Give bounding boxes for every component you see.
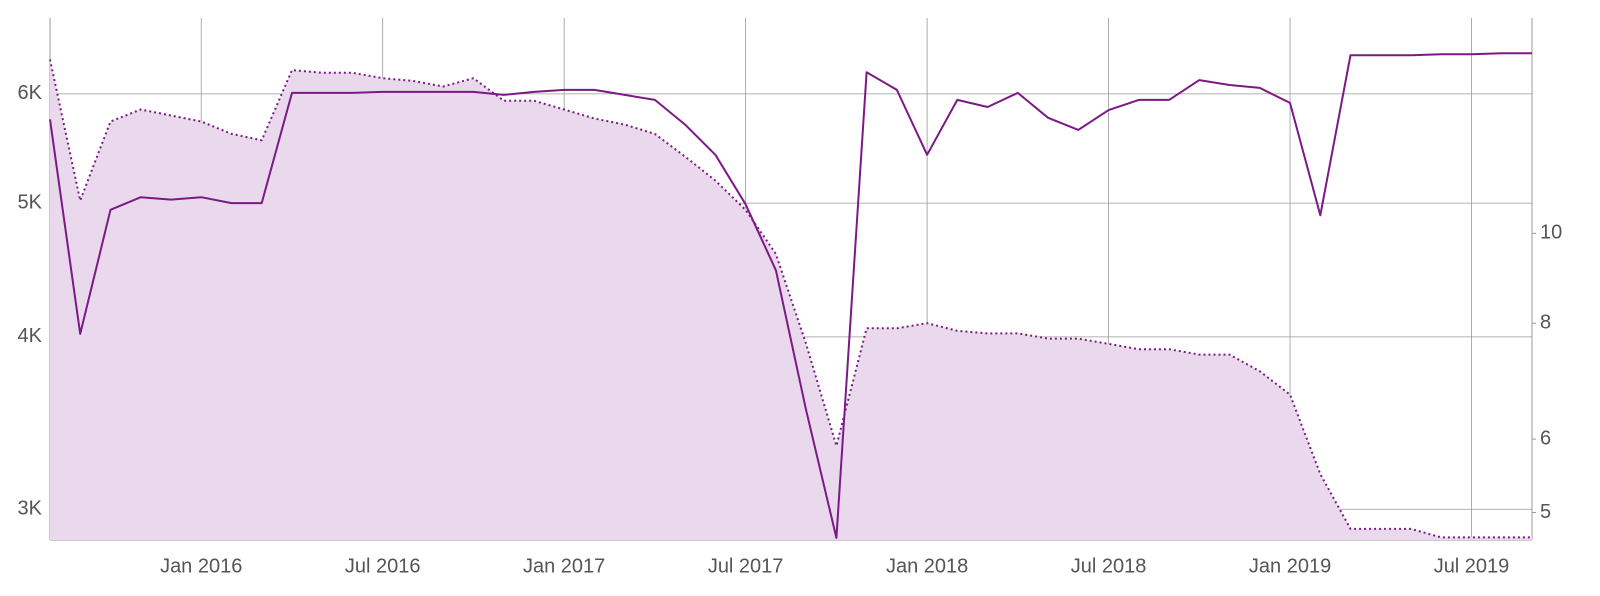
x-tick-label: Jan 2016 [160, 555, 242, 577]
x-tick-label: Jul 2016 [345, 555, 421, 577]
y2-tick-label: 10 [1540, 222, 1562, 244]
y-tick-label: 6K [18, 82, 43, 104]
x-tick-label: Jul 2019 [1434, 555, 1510, 577]
x-tick-label: Jul 2017 [708, 555, 784, 577]
x-tick-label: Jul 2018 [1071, 555, 1147, 577]
y-tick-label: 4K [18, 325, 43, 347]
y2-tick-label: 8 [1540, 312, 1551, 334]
x-tick-label: Jan 2019 [1249, 555, 1331, 577]
y-tick-label: 5K [18, 191, 43, 213]
y-tick-label: 3K [18, 498, 43, 520]
x-tick-label: Jan 2017 [523, 555, 605, 577]
line [49, 52, 1532, 539]
y2-tick-label: 6 [1540, 427, 1551, 449]
x-tick-label: Jan 2018 [886, 555, 968, 577]
y2-tick-label: 5 [1540, 501, 1551, 523]
